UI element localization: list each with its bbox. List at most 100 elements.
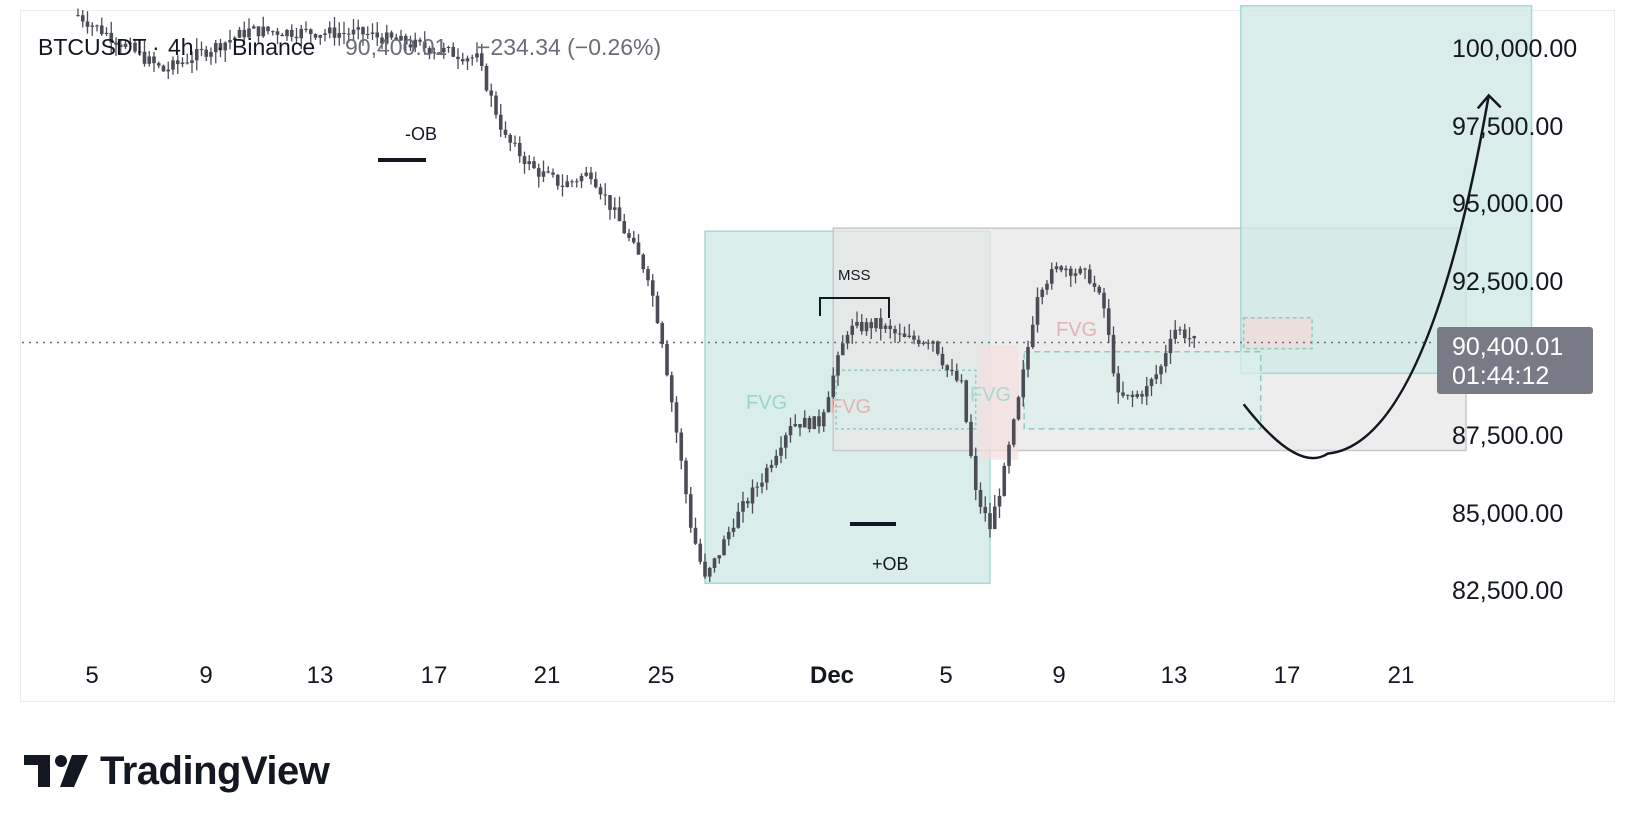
candle-body-148 — [779, 447, 783, 456]
candle-body-66 — [389, 32, 394, 38]
tradingview-logo-icon — [24, 755, 88, 787]
candle-body-51 — [318, 35, 323, 38]
price-tick-92500: 92,500.00 — [1452, 268, 1563, 296]
mss-label: MSS — [838, 267, 871, 284]
price-tag-countdown: 01:44:12 — [1452, 362, 1549, 390]
candle-body-186 — [959, 380, 964, 382]
projection-arrowhead — [1476, 93, 1502, 110]
candle-body-13 — [137, 51, 142, 53]
candle-body-65 — [384, 32, 389, 44]
candle-body-189 — [973, 455, 978, 491]
fvg-label-4: FVG — [1056, 319, 1097, 341]
candle-body-17 — [156, 63, 161, 66]
candle-body-131 — [698, 543, 703, 562]
candle-body-34 — [237, 29, 242, 38]
candle-body-60 — [361, 27, 365, 35]
candle-body-112 — [608, 195, 612, 210]
candle-body-201 — [1030, 324, 1035, 348]
candle-body-54 — [332, 27, 337, 38]
candle-body-214 — [1092, 283, 1097, 287]
candle-body-55 — [337, 33, 342, 38]
candle-body-97 — [536, 168, 541, 177]
candle-body-226 — [1149, 379, 1154, 387]
candle-body-56 — [342, 33, 346, 35]
candle-body-206 — [1054, 266, 1059, 270]
candle-body-93 — [517, 142, 522, 157]
candle-body-170 — [883, 325, 888, 329]
candle-body-223 — [1135, 394, 1140, 397]
candle-body-166 — [864, 322, 869, 332]
candle-body-139 — [736, 511, 741, 528]
candle-body-42 — [275, 31, 280, 35]
legend-sep-2: · — [216, 34, 224, 60]
candle-body-184 — [950, 370, 954, 372]
legend-interval: 4h — [168, 34, 194, 60]
candle-body-59 — [356, 27, 361, 30]
candle-body-83 — [470, 57, 475, 59]
candle-body-204 — [1045, 283, 1049, 290]
fvg-box-1 — [835, 369, 977, 430]
candle-body-177 — [916, 339, 921, 344]
time-axis[interactable]: 5 9 13 17 21 25 Dec 5 9 13 17 21 — [85, 662, 1414, 689]
candle-body-145 — [764, 467, 769, 483]
candle-body-173 — [897, 333, 902, 335]
candle-body-167 — [869, 322, 874, 329]
candle-body-107 — [584, 172, 589, 176]
candle-body-137 — [726, 531, 731, 540]
candle-body-115 — [622, 221, 627, 234]
candle-body-128 — [684, 460, 688, 495]
candle-body-2 — [85, 21, 90, 27]
candle-body-25 — [194, 49, 199, 61]
candle-body-154 — [807, 417, 812, 429]
candle-body-6 — [104, 32, 109, 34]
legend-symbol: BTCUSDT — [38, 34, 147, 60]
candle-body-61 — [365, 33, 370, 35]
candle-body-187 — [964, 380, 969, 422]
candle-body-153 — [802, 417, 807, 428]
candle-body-116 — [627, 233, 631, 238]
candle-body-5 — [99, 25, 104, 34]
candle-body-103 — [565, 181, 570, 187]
candle-body-203 — [1040, 289, 1045, 298]
candle-body-224 — [1140, 394, 1144, 397]
candle-body-150 — [788, 426, 793, 436]
candle-body-52 — [323, 33, 327, 36]
date-tick-dec-5: 5 — [939, 662, 952, 689]
candle-body-50 — [313, 34, 318, 38]
candle-body-191 — [983, 506, 988, 514]
projection-curve — [1242, 95, 1490, 460]
candle-body-46 — [294, 36, 299, 39]
candle-body-92 — [513, 142, 517, 144]
candle-body-20 — [171, 60, 175, 70]
candle-body-232 — [1178, 329, 1182, 331]
tradingview-logo[interactable]: TradingView — [24, 745, 330, 797]
price-axis[interactable]: 100,000.00 97,500.00 95,000.00 92,500.00… — [1452, 35, 1577, 605]
chart-legend[interactable]: BTCUSDT · 4h · Binance 90,400.01 −234.34… — [38, 34, 661, 60]
candle-body-47 — [299, 28, 304, 39]
candle-body-80 — [456, 56, 460, 60]
candle-body-111 — [603, 194, 608, 196]
candle-body-196 — [1007, 444, 1011, 466]
date-tick-25: 25 — [648, 662, 675, 689]
candle-body-87 — [489, 90, 494, 96]
candle-body-84 — [475, 53, 479, 58]
candle-body-144 — [760, 482, 764, 487]
candle-body-141 — [745, 501, 750, 504]
date-tick-dec-13: 13 — [1161, 662, 1188, 689]
candle-body-70 — [408, 44, 413, 48]
candle-body-69 — [403, 35, 408, 45]
candle-body-63 — [375, 32, 380, 38]
candle-body-151 — [793, 424, 798, 427]
candle-body-160 — [836, 355, 840, 376]
candle-body-229 — [1163, 353, 1168, 367]
candle-body-134 — [712, 558, 717, 569]
candle-body-74 — [427, 48, 432, 54]
candle-body-27 — [204, 49, 209, 57]
price-tick-100000: 100,000.00 — [1452, 35, 1577, 63]
candle-body-147 — [774, 455, 779, 466]
candle-body-195 — [1002, 465, 1007, 496]
candle-body-24 — [190, 60, 194, 63]
candle-body-28 — [209, 52, 213, 57]
candle-body-68 — [399, 35, 403, 41]
